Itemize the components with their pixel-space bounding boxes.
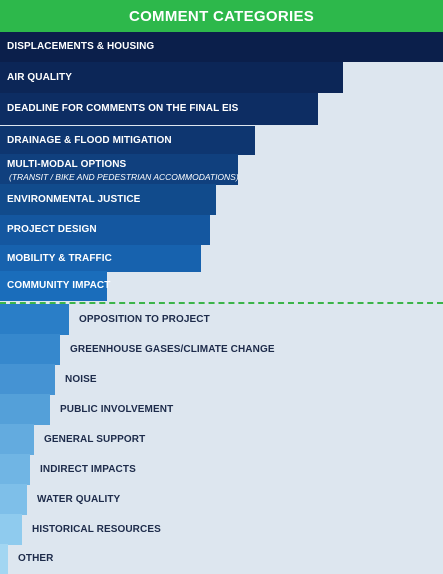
bar bbox=[0, 304, 69, 335]
bar-label: HISTORICAL RESOURCES bbox=[32, 524, 161, 535]
bar bbox=[0, 126, 255, 155]
bar-label: COMMUNITY IMPACT bbox=[7, 280, 111, 291]
bar-label: AIR QUALITY bbox=[7, 72, 72, 83]
bar-label: OTHER bbox=[18, 553, 54, 564]
bar-label: ENVIRONMENTAL JUSTICE bbox=[7, 194, 141, 205]
bar bbox=[0, 484, 27, 515]
bar bbox=[0, 93, 318, 125]
bar-sublabel: (TRANSIT / BIKE AND PEDESTRIAN ACCOMMODA… bbox=[9, 172, 239, 182]
bar-label: MULTI-MODAL OPTIONS bbox=[7, 159, 127, 170]
bar bbox=[0, 271, 107, 301]
threshold-divider bbox=[0, 302, 443, 304]
bar-label: GREENHOUSE GASES/CLIMATE CHANGE bbox=[70, 344, 275, 355]
bar-label: WATER QUALITY bbox=[37, 494, 121, 505]
bar bbox=[0, 394, 50, 425]
bar bbox=[0, 62, 343, 93]
chart-title: COMMENT CATEGORIES bbox=[128, 7, 315, 25]
bar bbox=[0, 215, 210, 245]
bar bbox=[0, 32, 443, 62]
bar-label: DRAINAGE & FLOOD MITIGATION bbox=[7, 135, 172, 146]
bar bbox=[0, 245, 201, 272]
bar-label: OPPOSITION TO PROJECT bbox=[79, 314, 210, 325]
chart-title-banner: COMMENT CATEGORIES bbox=[0, 0, 443, 32]
bar bbox=[0, 544, 8, 574]
bar-label: INDIRECT IMPACTS bbox=[40, 464, 136, 475]
bar bbox=[0, 454, 30, 485]
bar-label: MOBILITY & TRAFFIC bbox=[7, 253, 112, 264]
bar-label: DEADLINE FOR COMMENTS ON THE FINAL EIS bbox=[7, 103, 239, 114]
bar bbox=[0, 514, 22, 545]
bar bbox=[0, 334, 60, 365]
bar-label: NOISE bbox=[65, 374, 97, 385]
bar bbox=[0, 154, 238, 185]
bar bbox=[0, 364, 55, 395]
bar bbox=[0, 424, 34, 455]
bar-label: GENERAL SUPPORT bbox=[44, 434, 146, 445]
bar-chart: DISPLACEMENTS & HOUSING AIR QUALITY DEADLI… bbox=[0, 32, 443, 574]
bar-label: DISPLACEMENTS & HOUSING bbox=[7, 41, 155, 52]
bar bbox=[0, 184, 216, 215]
bar-label: PUBLIC INVOLVEMENT bbox=[60, 404, 174, 415]
bar-label: PROJECT DESIGN bbox=[7, 224, 97, 235]
